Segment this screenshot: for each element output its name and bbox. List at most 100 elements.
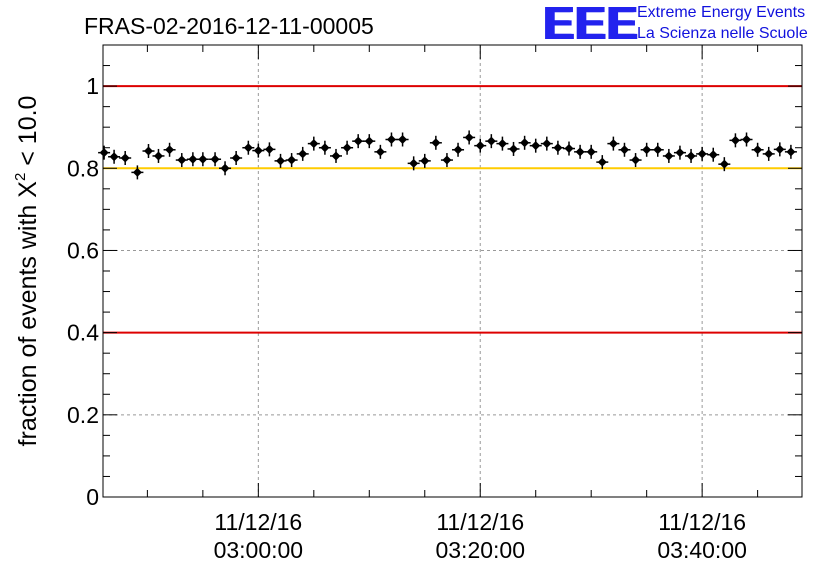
data-point [696,146,709,161]
point-marker [664,151,674,161]
point-marker [99,148,109,158]
data-point [396,132,409,147]
data-point [440,153,453,168]
point-marker [331,151,341,161]
data-point [762,146,775,161]
data-point [196,152,209,167]
point-marker [764,149,774,159]
data-point [152,148,165,163]
data-point [474,138,487,153]
point-marker [309,139,319,149]
data-point [707,147,720,162]
data-point [496,136,509,151]
data-point [518,135,531,150]
y-tick-label: 0.6 [67,237,99,263]
point-marker [442,155,452,165]
data-point [618,142,631,157]
point-marker [486,136,496,146]
data-point [651,142,664,157]
plot-frame [102,44,803,498]
data-point [784,144,797,159]
data-point [219,161,232,176]
data-point [163,142,176,157]
point-marker [165,145,175,155]
data-point [463,130,476,145]
point-marker [597,157,607,167]
data-point [131,165,144,180]
point-marker [420,156,430,166]
point-marker [730,135,740,145]
point-marker [386,135,396,145]
data-point [352,134,365,149]
point-marker [575,147,585,157]
point-marker [120,153,130,163]
point-marker [586,147,596,157]
point-marker [431,138,441,148]
point-marker [520,138,530,148]
data-points [98,130,797,180]
y-axis-label-chi: X [14,181,42,198]
data-point [718,157,731,172]
data-point [119,151,132,165]
data-point [285,153,298,168]
point-marker [542,139,552,149]
point-marker [243,143,253,153]
data-point [374,144,387,159]
data-point [574,144,587,159]
grid-lines [103,45,802,497]
data-point [607,136,620,151]
point-marker [398,135,408,145]
data-point [563,141,575,156]
point-marker [364,136,374,146]
y-tick-label: 0 [86,484,99,510]
point-marker [553,143,563,153]
y-axis-label-sup: 2 [12,173,29,181]
point-marker [497,139,507,149]
point-marker [675,148,685,158]
data-point [175,153,188,168]
point-marker [453,145,463,155]
data-point [452,142,465,157]
data-point [429,135,442,150]
x-tick-label-date: 11/12/16 [214,509,302,535]
data-point [685,148,698,163]
reference-lines [103,85,802,334]
data-point [751,142,764,157]
point-marker [153,151,163,161]
data-point [740,132,753,147]
x-tick-label-time: 03:00:00 [214,537,304,563]
data-point [529,138,542,153]
y-axis-label-prefix: fraction of events with [14,198,42,447]
point-marker [353,136,363,146]
point-marker [210,154,220,164]
data-point [385,132,398,147]
data-point [729,133,742,148]
point-marker [198,154,208,164]
data-point [318,140,331,155]
data-point [507,141,520,156]
point-marker [132,167,142,177]
data-point [296,146,309,161]
point-marker [564,144,574,154]
eee-logo-mark: EEE [543,0,639,49]
point-marker [188,154,198,164]
data-point [640,142,653,157]
point-marker [642,145,652,155]
data-point [773,142,786,157]
y-axis-label-suffix: < 10.0 [14,96,42,173]
chart-title: FRAS-02-2016-12-11-00005 [84,13,374,39]
data-point [596,155,609,170]
point-marker [775,144,785,154]
point-marker [742,135,752,145]
point-marker [608,139,618,149]
data-point [230,151,243,165]
point-marker [220,163,230,173]
data-point [629,153,642,168]
point-marker [287,155,297,165]
point-marker [786,147,796,157]
data-point [252,143,265,158]
point-marker [143,146,153,156]
point-marker [531,141,541,151]
logo-line-2: La Scienza nelle Scuole [637,25,808,42]
